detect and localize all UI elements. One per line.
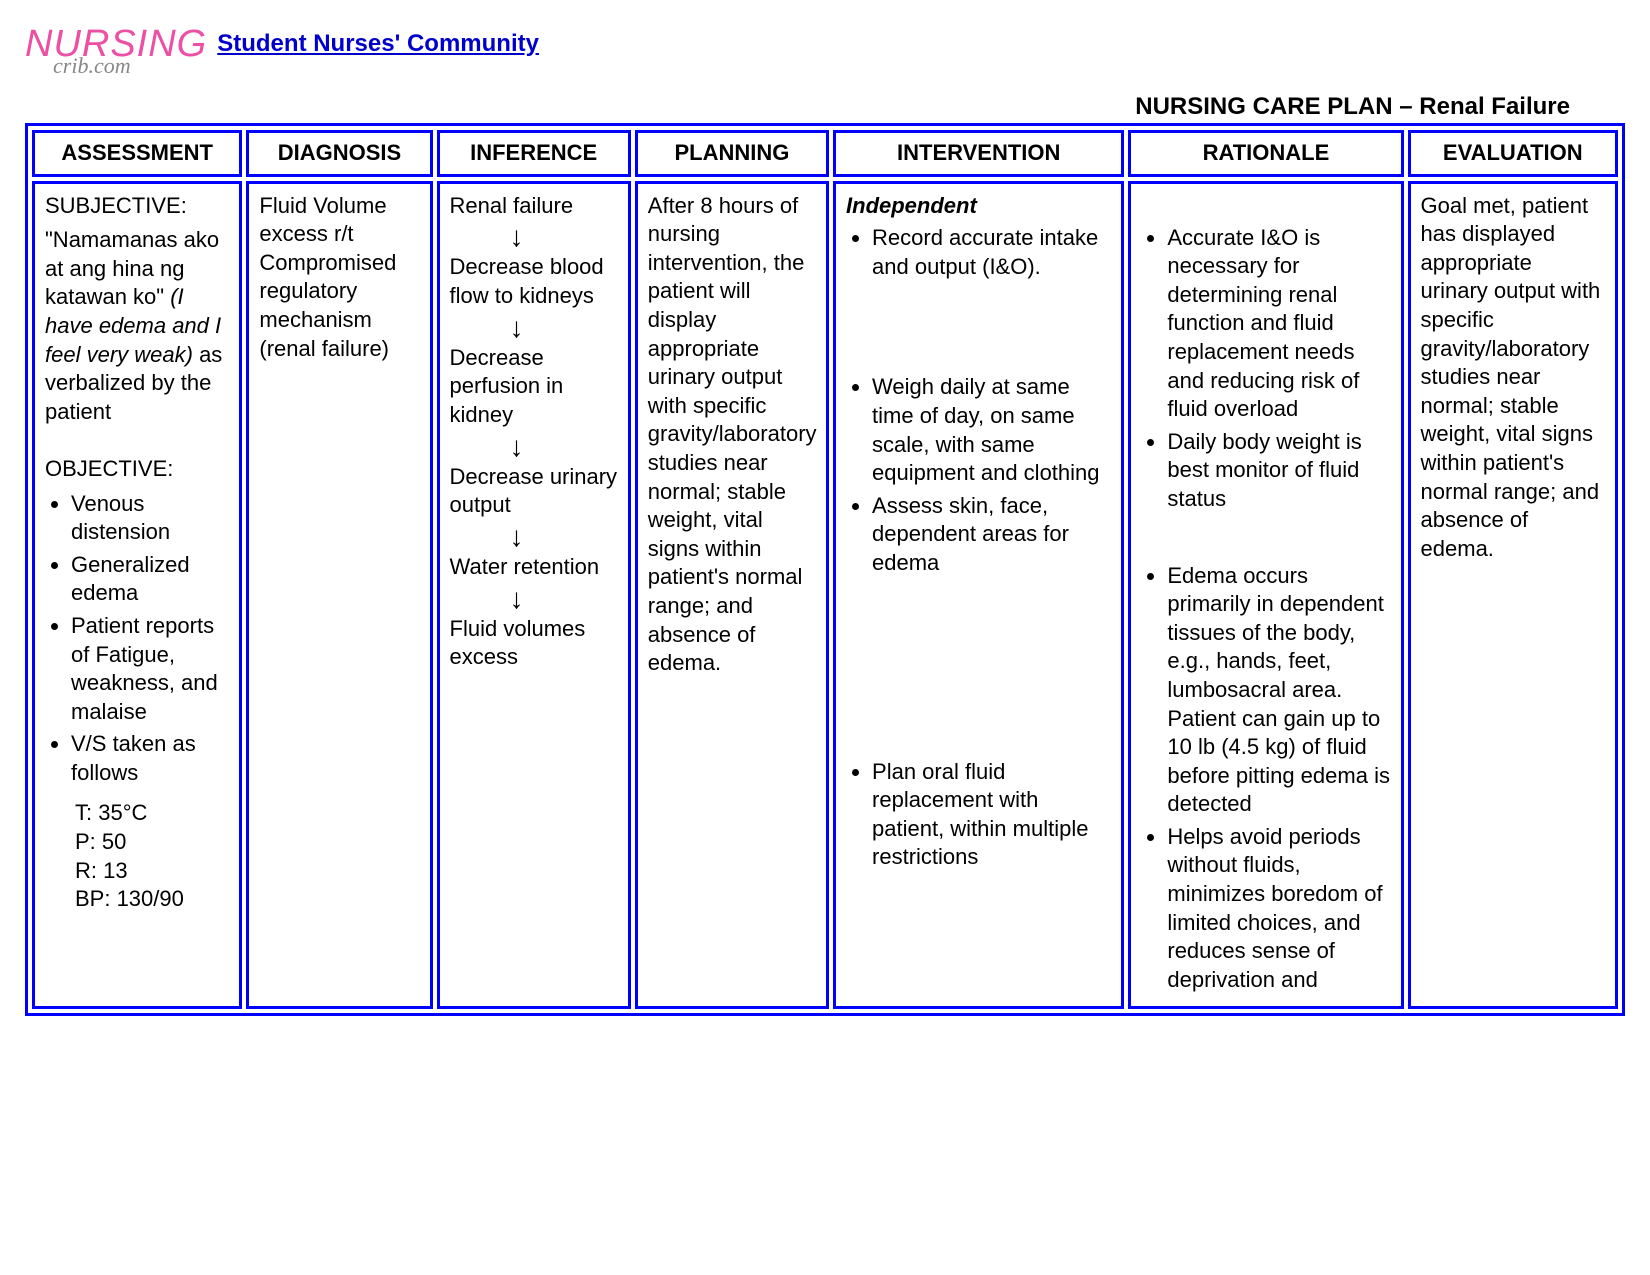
list-item: Patient reports of Fatigue, weakness, an… — [71, 612, 229, 726]
inference-step: Decrease perfusion in kidney — [450, 344, 618, 430]
vital-t: T: 35°C — [75, 799, 229, 828]
inference-step: Fluid volumes excess — [450, 615, 618, 672]
objective-list: Venous distension Generalized edema Pati… — [45, 490, 229, 788]
table-row: SUBJECTIVE: "Namamanas ako at ang hina n… — [32, 181, 1618, 1010]
col-planning: PLANNING — [635, 130, 829, 177]
vital-bp: BP: 130/90 — [75, 885, 229, 914]
intervention-text: Record accurate intake and output (I&O). — [872, 225, 1098, 279]
rationale-text: Daily body weight is best monitor of flu… — [1167, 429, 1361, 511]
down-arrow-icon: ↓ — [450, 586, 618, 611]
list-item: Edema occurs primarily in dependent tiss… — [1167, 562, 1390, 819]
inference-step: Renal failure — [450, 192, 618, 221]
col-rationale: RATIONALE — [1128, 130, 1403, 177]
list-item: Assess skin, face, dependent areas for e… — [872, 492, 1111, 754]
list-item: Venous distension — [71, 490, 229, 547]
subjective-text: "Namamanas ako at ang hina ng katawan ko… — [45, 226, 229, 426]
inference-step: Decrease urinary output — [450, 463, 618, 520]
list-item: Helps avoid periods without fluids, mini… — [1167, 823, 1390, 995]
community-link[interactable]: Student Nurses' Community — [217, 30, 539, 58]
inference-step: Water retention — [450, 553, 618, 582]
col-inference: INFERENCE — [437, 130, 631, 177]
objective-label: OBJECTIVE: — [45, 455, 229, 484]
down-arrow-icon: ↓ — [450, 315, 618, 340]
cell-inference: Renal failure ↓ Decrease blood flow to k… — [437, 181, 631, 1010]
cell-planning: After 8 hours of nursing intervention, t… — [635, 181, 829, 1010]
intervention-text: Plan oral fluid replacement with patient… — [872, 759, 1088, 870]
intervention-text: Assess skin, face, dependent areas for e… — [872, 493, 1069, 575]
subjective-label: SUBJECTIVE: — [45, 192, 229, 221]
list-item: Plan oral fluid replacement with patient… — [872, 758, 1111, 872]
table-header-row: ASSESSMENT DIAGNOSIS INFERENCE PLANNING … — [32, 130, 1618, 177]
list-item: V/S taken as follows — [71, 730, 229, 787]
list-item: Daily body weight is best monitor of flu… — [1167, 428, 1390, 558]
cell-rationale: Accurate I&O is necessary for determinin… — [1128, 181, 1403, 1010]
cell-diagnosis: Fluid Volume excess r/t Compromised regu… — [246, 181, 432, 1010]
col-evaluation: EVALUATION — [1408, 130, 1618, 177]
intervention-list: Record accurate intake and output (I&O).… — [846, 224, 1111, 872]
vitals: T: 35°C P: 50 R: 13 BP: 130/90 — [45, 799, 229, 913]
care-plan-table: ASSESSMENT DIAGNOSIS INFERENCE PLANNING … — [25, 123, 1625, 1016]
list-item: Accurate I&O is necessary for determinin… — [1167, 224, 1390, 424]
list-item: Record accurate intake and output (I&O). — [872, 224, 1111, 369]
col-intervention: INTERVENTION — [833, 130, 1124, 177]
cell-evaluation: Goal met, patient has displayed appropri… — [1408, 181, 1618, 1010]
logo: NURSING crib.com — [25, 25, 207, 63]
vital-r: R: 13 — [75, 857, 229, 886]
list-item: Generalized edema — [71, 551, 229, 608]
rationale-list: Accurate I&O is necessary for determinin… — [1141, 224, 1390, 995]
page-title: NURSING CARE PLAN – Renal Failure — [25, 93, 1625, 121]
inference-step: Decrease blood flow to kidneys — [450, 253, 618, 310]
intervention-heading: Independent — [846, 192, 1111, 221]
logo-bottom: crib.com — [53, 55, 131, 77]
down-arrow-icon: ↓ — [450, 434, 618, 459]
list-item: Weigh daily at same time of day, on same… — [872, 373, 1111, 487]
vital-p: P: 50 — [75, 828, 229, 857]
subjective-quote: "Namamanas ako at ang hina ng katawan ko… — [45, 227, 219, 309]
col-diagnosis: DIAGNOSIS — [246, 130, 432, 177]
intervention-text: Weigh daily at same time of day, on same… — [872, 374, 1100, 485]
down-arrow-icon: ↓ — [450, 524, 618, 549]
col-assessment: ASSESSMENT — [32, 130, 242, 177]
cell-assessment: SUBJECTIVE: "Namamanas ako at ang hina n… — [32, 181, 242, 1010]
cell-intervention: Independent Record accurate intake and o… — [833, 181, 1124, 1010]
down-arrow-icon: ↓ — [450, 224, 618, 249]
header: NURSING crib.com Student Nurses' Communi… — [25, 25, 1625, 63]
